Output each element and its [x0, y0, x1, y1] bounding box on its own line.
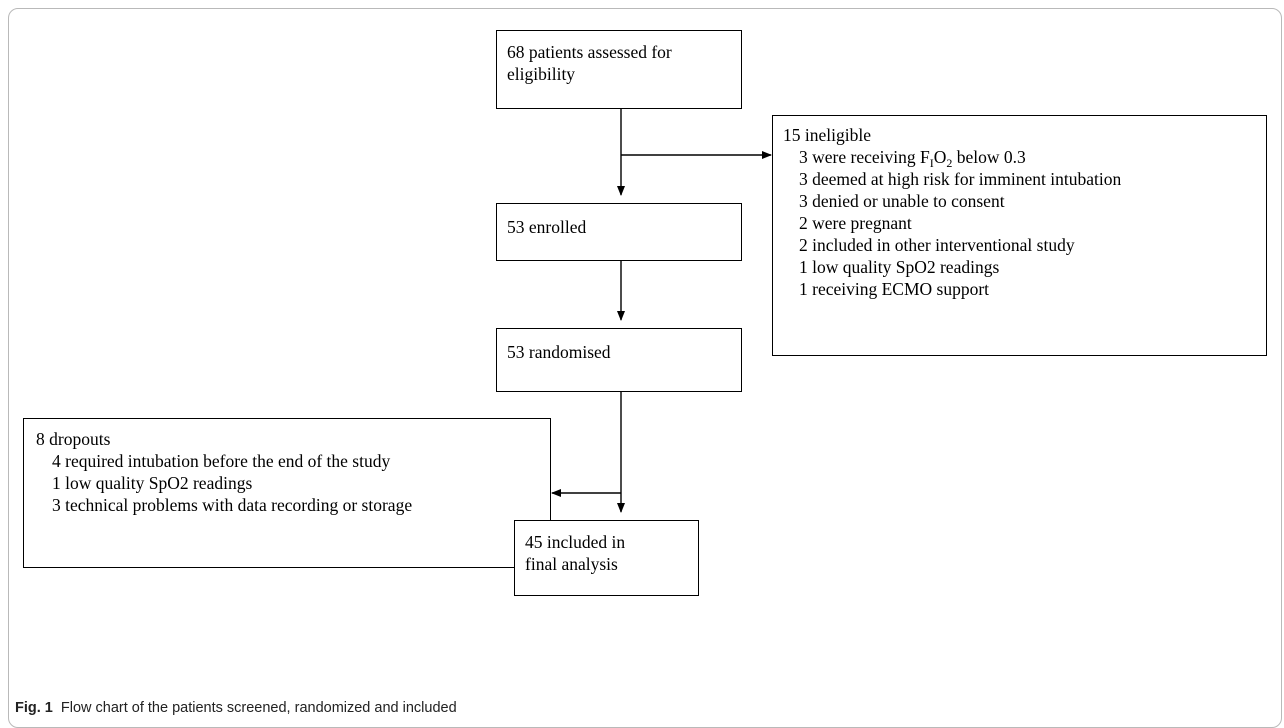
dropouts-box-content: 8 dropouts 4 required intubation before …: [23, 418, 551, 568]
included-box: 45 included in final analysis: [514, 520, 699, 596]
ineligible-item: 3 were receiving FIO2 below 0.3: [799, 147, 1026, 170]
ineligible-item: 3 deemed at high risk for imminent intub…: [799, 169, 1122, 189]
included-line2: final analysis: [525, 554, 618, 574]
ineligible-item: 3 denied or unable to consent: [799, 191, 1005, 211]
ineligible-header: 15 ineligible: [783, 125, 871, 145]
assessed-line1: 68 patients assessed for: [507, 42, 672, 62]
dropouts-header: 8 dropouts: [36, 429, 111, 449]
ineligible-item: 2 included in other interventional study: [799, 235, 1075, 255]
assessed-box: 68 patients assessed for eligibility: [496, 30, 742, 109]
ineligible-box: 15 ineligible 3 were receiving FIO2 belo…: [772, 115, 1267, 356]
randomised-label: 53 randomised: [507, 342, 611, 362]
figure-caption: Fig. 1 Flow chart of the patients screene…: [15, 700, 457, 716]
dropouts-item: 4 required intubation before the end of …: [52, 451, 391, 471]
ineligible-item: 1 receiving ECMO support: [799, 279, 990, 299]
assessed-line2: eligibility: [507, 64, 576, 84]
caption-label: Fig. 1: [15, 700, 53, 716]
dropouts-item: 1 low quality SpO2 readings: [52, 473, 253, 493]
caption-text: Flow chart of the patients screened, ran…: [60, 700, 457, 716]
ineligible-item: 2 were pregnant: [799, 213, 912, 233]
randomised-box: 53 randomised: [496, 328, 742, 392]
included-line1: 45 included in: [525, 532, 626, 552]
enrolled-box: 53 enrolled: [496, 203, 742, 261]
enrolled-label: 53 enrolled: [507, 217, 587, 237]
ineligible-item: 1 low quality SpO2 readings: [799, 257, 1000, 277]
dropouts-item: 3 technical problems with data recording…: [52, 495, 413, 515]
